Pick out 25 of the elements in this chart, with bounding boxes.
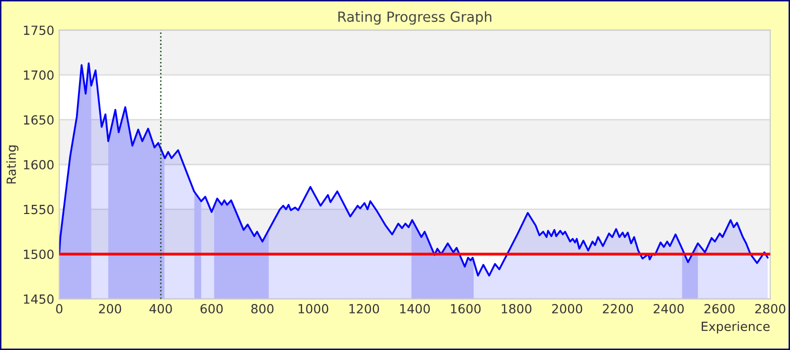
x-tick-label: 2600 xyxy=(704,304,735,314)
x-tick-label: 2400 xyxy=(654,304,684,314)
x-tick-label: 1400 xyxy=(400,304,430,314)
y-tick-label: 1600 xyxy=(24,160,54,170)
y-tick-label: 1500 xyxy=(24,250,54,260)
x-tick-label: 600 xyxy=(200,304,223,314)
x-tick-label: 1600 xyxy=(451,304,481,314)
x-tick-label: 1200 xyxy=(349,304,380,314)
x-tick-label: 2000 xyxy=(552,304,582,314)
x-tick-label: 2200 xyxy=(602,304,633,314)
y-tick-label: 1650 xyxy=(24,115,54,125)
y-tick-label: 1450 xyxy=(24,294,54,304)
y-tick-label: 1550 xyxy=(24,204,54,214)
x-tick-label: 800 xyxy=(251,304,274,314)
x-tick-label: 0 xyxy=(56,304,62,314)
x-tick-label: 1000 xyxy=(298,304,328,314)
x-axis-title: Experience xyxy=(702,321,770,334)
y-tick-label: 1750 xyxy=(24,26,54,36)
x-tick-label: 2800 xyxy=(755,304,786,314)
x-tick-label: 400 xyxy=(150,304,172,314)
chart-title: Rating Progress Graph xyxy=(338,11,492,25)
x-tick-label: 1800 xyxy=(502,304,532,314)
x-tick-label: 200 xyxy=(99,304,122,314)
y-axis-title: Rating xyxy=(6,145,18,184)
y-tick-label: 1700 xyxy=(24,70,54,80)
